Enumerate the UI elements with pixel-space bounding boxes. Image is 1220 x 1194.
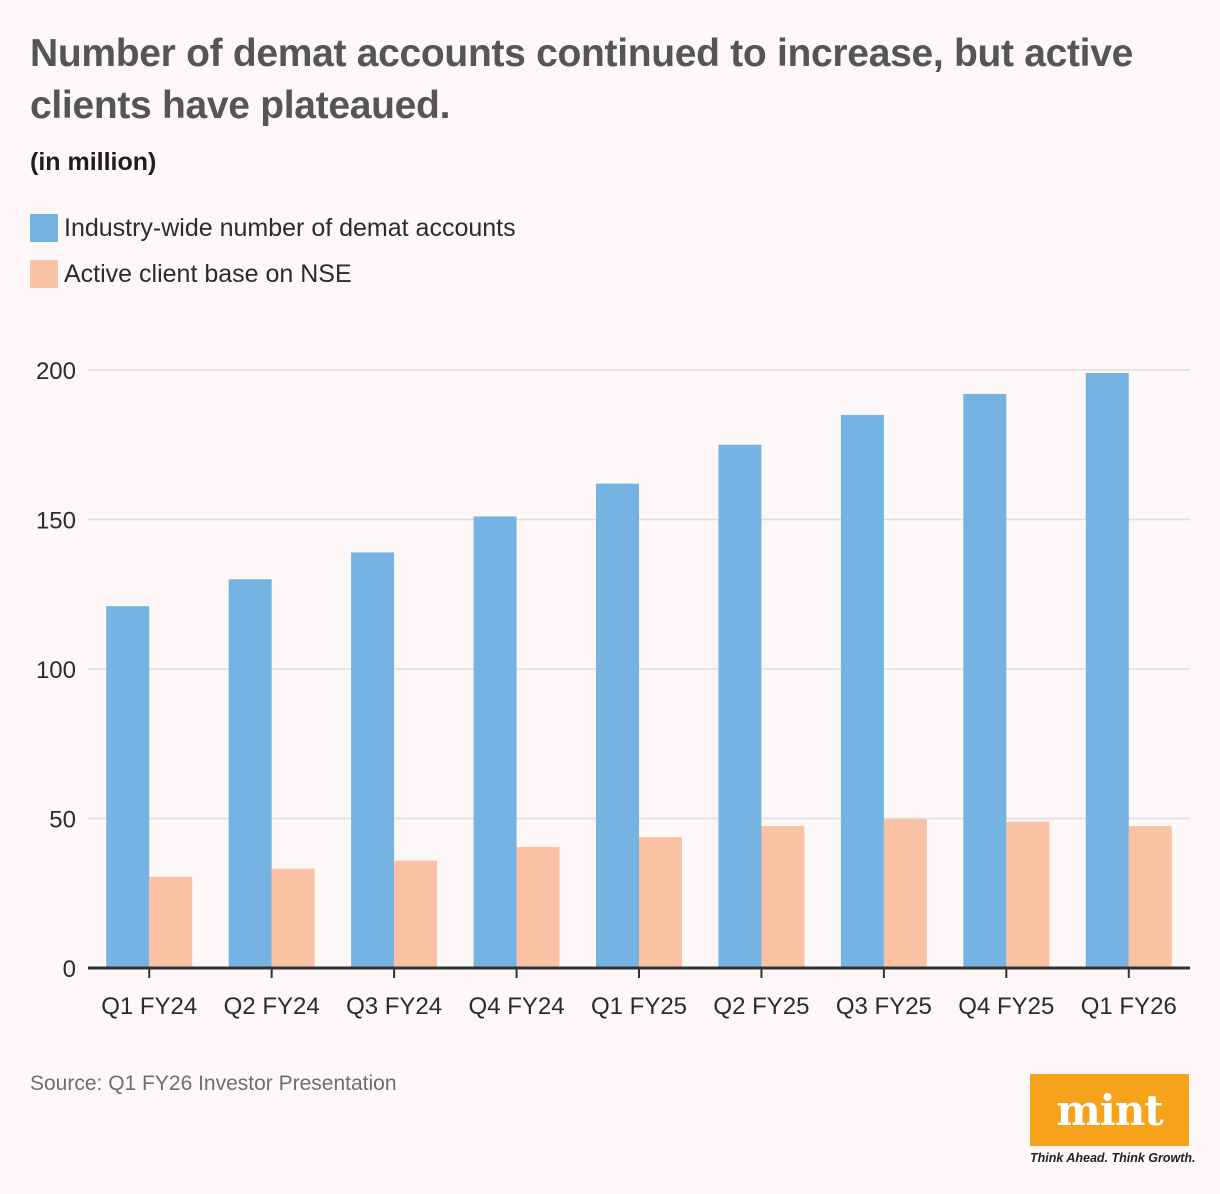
x-tick-label-4: Q1 FY25	[591, 993, 687, 1020]
x-tick-label-3: Q4 FY24	[469, 993, 565, 1020]
y-tick-label-50: 50	[49, 807, 76, 834]
bar-demat-0	[106, 606, 150, 968]
x-tick-label-7: Q4 FY25	[958, 993, 1054, 1020]
legend-item-demat: Industry-wide number of demat accounts	[30, 205, 516, 251]
bar-active-clients-0	[149, 876, 193, 968]
source-note: Source: Q1 FY26 Investor Presentation	[30, 1072, 397, 1095]
legend-label-demat: Industry-wide number of demat accounts	[64, 213, 516, 242]
legend-label-active-clients: Active client base on NSE	[64, 259, 352, 288]
bar-demat-6	[840, 414, 884, 969]
bar-active-clients-5	[761, 825, 805, 968]
chart-subtitle: (in million)	[30, 148, 157, 176]
x-tick-label-6: Q3 FY25	[836, 993, 932, 1020]
x-tick-label-5: Q2 FY25	[713, 993, 809, 1020]
bar-active-clients-6	[883, 819, 927, 968]
y-tick-label-100: 100	[36, 657, 76, 684]
bar-demat-2	[351, 552, 395, 968]
legend-swatch-demat	[30, 214, 58, 242]
bar-active-clients-7	[1006, 821, 1050, 968]
x-tick-label-2: Q3 FY24	[346, 993, 442, 1020]
bar-demat-7	[963, 393, 1007, 968]
x-tick-label-0: Q1 FY24	[101, 993, 197, 1020]
y-tick-label-150: 150	[36, 508, 76, 535]
legend-swatch-active-clients	[30, 260, 58, 288]
bar-demat-5	[718, 444, 762, 968]
bar-demat-8	[1085, 372, 1129, 968]
mint-logo: mint	[1030, 1074, 1189, 1146]
chart-title: Number of demat accounts continued to in…	[30, 32, 1133, 127]
bar-active-clients-2	[394, 860, 438, 968]
bar-active-clients-4	[639, 837, 682, 968]
legend-item-active-clients: Active client base on NSE	[30, 251, 516, 297]
y-tick-label-200: 200	[36, 358, 76, 385]
bar-active-clients-1	[271, 868, 315, 968]
bar-demat-4	[596, 483, 639, 968]
bar-demat-3	[473, 516, 517, 968]
bar-chart: 0 50 100 150 200 Q1 FY24 Q2 FY24 Q3 FY24 Q4 FY24…	[36, 358, 1190, 1020]
x-tick-label-8: Q1 FY26	[1081, 993, 1177, 1020]
legend: Industry-wide number of demat accounts A…	[30, 205, 516, 297]
y-tick-label-0: 0	[63, 956, 76, 983]
bar-active-clients-3	[516, 846, 560, 968]
bar-demat-1	[228, 579, 272, 968]
x-tick-label-1: Q2 FY24	[224, 993, 320, 1020]
bar-active-clients-8	[1128, 825, 1172, 968]
logo-tagline: Think Ahead. Think Growth.	[1030, 1151, 1196, 1165]
